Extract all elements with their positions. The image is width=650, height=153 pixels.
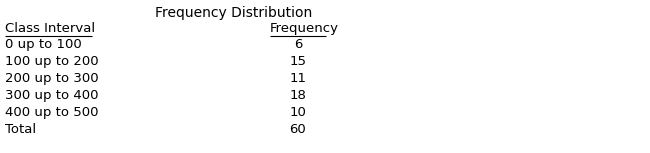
Text: 0 up to 100: 0 up to 100 [5,38,82,51]
Text: 60: 60 [289,123,306,136]
Text: 400 up to 500: 400 up to 500 [5,106,99,119]
Text: 15: 15 [289,55,306,68]
Text: Frequency: Frequency [270,22,339,35]
Text: 18: 18 [289,89,306,102]
Text: Frequency Distribution: Frequency Distribution [155,6,312,20]
Text: 10: 10 [289,106,306,119]
Text: 100 up to 200: 100 up to 200 [5,55,99,68]
Text: Class Interval: Class Interval [5,22,95,35]
Text: 200 up to 300: 200 up to 300 [5,72,99,85]
Text: 11: 11 [289,72,306,85]
Text: Total: Total [5,123,36,136]
Text: 6: 6 [294,38,302,51]
Text: 300 up to 400: 300 up to 400 [5,89,99,102]
